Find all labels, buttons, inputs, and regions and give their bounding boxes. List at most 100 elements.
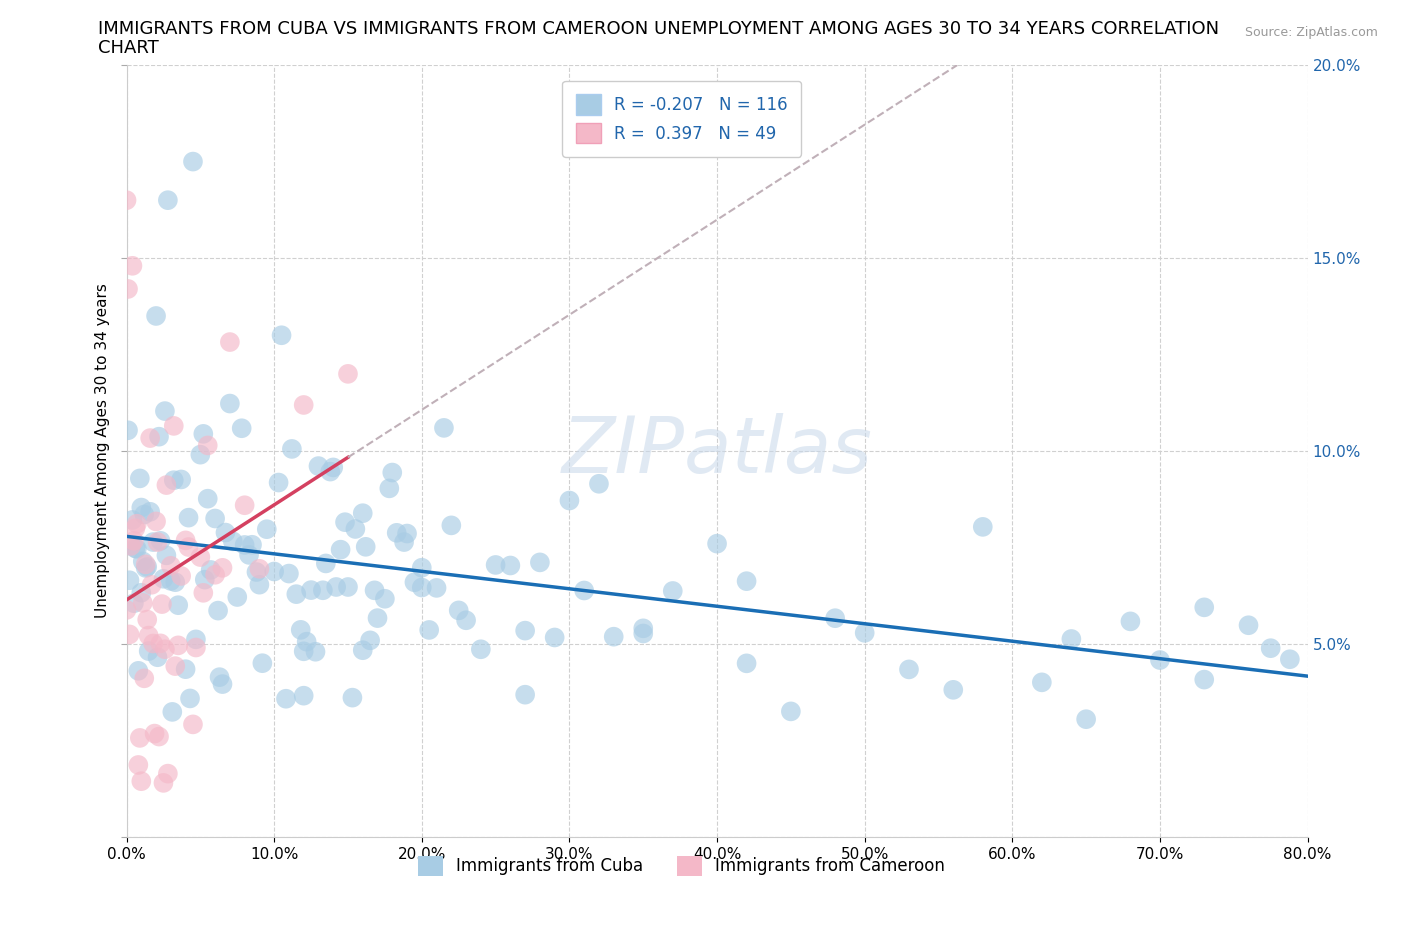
Point (285, 587, 308, 602)
Point (208, 670, 231, 684)
Point (165, 658, 187, 673)
Point (456, 613, 478, 628)
Point (148, 430, 170, 445)
Point (252, 656, 274, 671)
Point (128, 730, 150, 745)
Text: Source: ZipAtlas.com: Source: ZipAtlas.com (1244, 26, 1378, 39)
Point (181, 154, 204, 169)
Point (574, 583, 596, 598)
Text: ZIPatlas: ZIPatlas (561, 413, 873, 489)
Point (292, 688, 315, 703)
Point (322, 460, 344, 475)
Point (381, 465, 404, 480)
Point (141, 578, 163, 592)
Point (184, 640, 207, 655)
Point (404, 575, 426, 590)
Point (231, 420, 253, 435)
Point (188, 447, 212, 462)
Point (249, 562, 271, 577)
Point (853, 625, 876, 640)
Point (222, 534, 245, 549)
Point (411, 580, 433, 595)
Point (972, 520, 994, 535)
Point (735, 574, 758, 589)
Point (129, 774, 153, 789)
Point (425, 580, 447, 595)
Point (197, 438, 219, 453)
Point (312, 583, 335, 598)
Point (344, 522, 367, 537)
Point (385, 525, 408, 540)
Point (329, 542, 352, 557)
Point (150, 597, 173, 612)
Point (125, 541, 148, 556)
Point (308, 458, 330, 473)
Point (204, 512, 226, 526)
Point (117, 282, 139, 297)
Point (735, 656, 758, 671)
Point (295, 634, 318, 649)
Point (484, 557, 508, 572)
Point (1060, 631, 1083, 646)
Point (132, 595, 155, 610)
Point (115, 193, 138, 207)
Point (163, 418, 186, 433)
Point (121, 259, 143, 273)
Point (152, 776, 174, 790)
Point (136, 559, 159, 574)
Point (233, 498, 256, 512)
Point (418, 622, 440, 637)
Point (211, 677, 233, 692)
Point (278, 566, 301, 581)
Point (292, 644, 315, 658)
Point (219, 396, 242, 411)
Point (204, 567, 226, 582)
Point (121, 512, 143, 527)
Point (139, 431, 162, 445)
Point (124, 521, 146, 536)
Point (233, 538, 256, 552)
Point (1260, 641, 1282, 656)
Point (240, 538, 263, 552)
Point (1031, 675, 1053, 690)
Point (470, 642, 492, 657)
Point (1192, 600, 1215, 615)
Point (304, 644, 326, 659)
Point (200, 563, 222, 578)
Point (136, 612, 159, 627)
Point (197, 491, 219, 506)
Point (354, 539, 377, 554)
Point (342, 690, 364, 705)
Point (219, 335, 242, 350)
Point (155, 478, 177, 493)
Point (174, 662, 197, 677)
Point (165, 575, 187, 590)
Point (134, 507, 156, 522)
Text: CHART: CHART (98, 39, 159, 57)
Point (315, 556, 337, 571)
Point (120, 538, 142, 553)
Point (177, 511, 200, 525)
Point (142, 636, 165, 651)
Point (155, 548, 177, 563)
Point (179, 691, 201, 706)
Point (129, 500, 153, 515)
Point (588, 476, 610, 491)
Point (433, 420, 456, 435)
Point (319, 464, 342, 479)
Point (142, 535, 165, 550)
Point (149, 534, 172, 549)
Point (238, 548, 260, 563)
Point (128, 471, 150, 485)
Point (145, 514, 167, 529)
Point (352, 643, 374, 658)
Point (170, 472, 193, 487)
Point (824, 611, 846, 626)
Point (337, 579, 360, 594)
Point (256, 522, 278, 537)
Point (378, 481, 401, 496)
Point (193, 585, 215, 600)
Point (167, 598, 190, 613)
Point (603, 630, 626, 644)
Point (181, 717, 204, 732)
